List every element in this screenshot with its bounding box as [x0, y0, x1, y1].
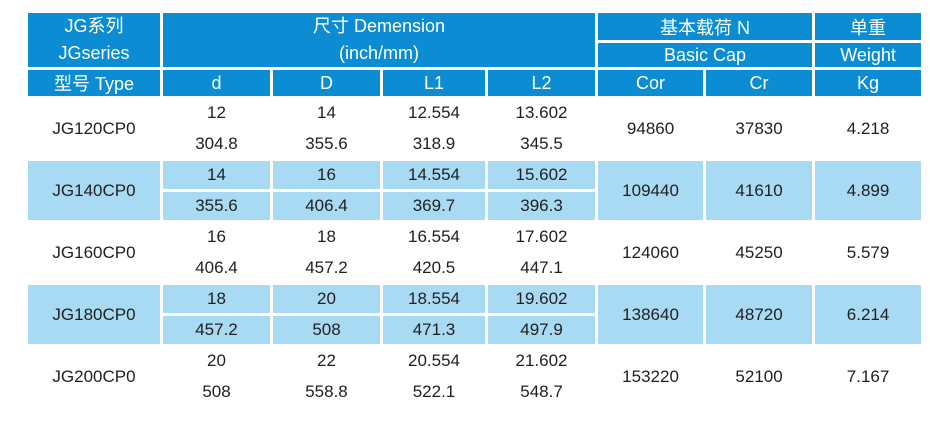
- cr-cell: 41610: [703, 158, 816, 223]
- col-header-Kg: Kg: [812, 67, 925, 99]
- model-cell: JG160CP0: [25, 220, 163, 285]
- header-series-cell: JG系列 JGseries: [25, 10, 163, 70]
- col-header-d: d: [160, 67, 273, 99]
- header-weight-zh-cell: 单重: [812, 9, 925, 44]
- kg-cell: 6.214: [812, 282, 925, 347]
- L2-inch-cell: 21.602: [484, 344, 599, 378]
- header-load-en-cell: Basic Cap: [595, 40, 816, 70]
- d-inch-cell: 16: [160, 220, 273, 254]
- L2-inch-cell: 19.602: [484, 282, 599, 316]
- header-load-zh-cell: 基本载荷 N: [595, 9, 816, 44]
- L2-mm-cell: 396.3: [484, 189, 599, 223]
- col-header-type: 型号 Type: [25, 67, 163, 99]
- cor-cell: 94860: [595, 96, 707, 161]
- model-cell: JG120CP0: [25, 96, 163, 161]
- L2-inch-cell: 17.602: [484, 220, 599, 254]
- d-mm-cell: 457.2: [160, 313, 273, 347]
- D-inch-cell: 20: [270, 282, 383, 316]
- d-inch-cell: 12: [160, 96, 273, 130]
- L1-inch-cell: 18.554: [380, 282, 488, 316]
- L2-mm-cell: 345.5: [484, 127, 599, 161]
- header-series-en: JGseries: [58, 43, 130, 63]
- model-cell: JG200CP0: [25, 344, 163, 409]
- col-header-D: D: [270, 67, 383, 99]
- L1-mm-cell: 318.9: [380, 127, 488, 161]
- header-weight-en-cell: Weight: [812, 40, 925, 70]
- L1-mm-cell: 420.5: [380, 251, 488, 285]
- D-mm-cell: 406.4: [270, 189, 383, 223]
- cor-cell: 138640: [595, 282, 707, 347]
- L1-mm-cell: 522.1: [380, 375, 488, 409]
- L1-inch-cell: 20.554: [380, 344, 488, 378]
- d-mm-cell: 304.8: [160, 127, 273, 161]
- cor-cell: 124060: [595, 220, 707, 285]
- cor-cell: 109440: [595, 158, 707, 223]
- cr-cell: 48720: [703, 282, 816, 347]
- L2-mm-cell: 447.1: [484, 251, 599, 285]
- d-inch-cell: 20: [160, 344, 273, 378]
- L2-mm-cell: 548.7: [484, 375, 599, 409]
- cr-cell: 45250: [703, 220, 816, 285]
- L1-inch-cell: 14.554: [380, 158, 488, 192]
- cr-cell: 37830: [703, 96, 816, 161]
- header-series-zh: JG系列: [64, 16, 124, 36]
- L1-inch-cell: 16.554: [380, 220, 488, 254]
- col-header-L1: L1: [380, 67, 488, 99]
- D-inch-cell: 16: [270, 158, 383, 192]
- L1-mm-cell: 471.3: [380, 313, 488, 347]
- D-mm-cell: 508: [270, 313, 383, 347]
- spec-table: JG系列 JGseries 尺寸 Demension (inch/mm) 基本载…: [25, 9, 925, 409]
- D-inch-cell: 14: [270, 96, 383, 130]
- kg-cell: 4.218: [812, 96, 925, 161]
- L1-mm-cell: 369.7: [380, 189, 488, 223]
- col-header-L2: L2: [484, 67, 599, 99]
- L2-inch-cell: 15.602: [484, 158, 599, 192]
- model-cell: JG180CP0: [25, 282, 163, 347]
- cor-cell: 153220: [595, 344, 707, 409]
- D-inch-cell: 18: [270, 220, 383, 254]
- cr-cell: 52100: [703, 344, 816, 409]
- d-mm-cell: 355.6: [160, 189, 273, 223]
- d-mm-cell: 406.4: [160, 251, 273, 285]
- model-cell: JG140CP0: [25, 158, 163, 223]
- D-mm-cell: 355.6: [270, 127, 383, 161]
- L1-inch-cell: 12.554: [380, 96, 488, 130]
- L2-inch-cell: 13.602: [484, 96, 599, 130]
- col-header-Cr: Cr: [703, 67, 816, 99]
- L2-mm-cell: 497.9: [484, 313, 599, 347]
- header-dimension-en: (inch/mm): [339, 43, 420, 63]
- header-dimension-cell: 尺寸 Demension (inch/mm): [159, 10, 599, 70]
- D-mm-cell: 457.2: [270, 251, 383, 285]
- D-mm-cell: 558.8: [270, 375, 383, 409]
- col-header-Cor: Cor: [595, 67, 707, 99]
- spec-table-container: JG系列 JGseries 尺寸 Demension (inch/mm) 基本载…: [25, 9, 925, 409]
- d-mm-cell: 508: [160, 375, 273, 409]
- d-inch-cell: 14: [160, 158, 273, 192]
- kg-cell: 7.167: [812, 344, 925, 409]
- header-dimension-zh: 尺寸 Demension: [313, 16, 446, 36]
- kg-cell: 4.899: [812, 158, 925, 223]
- d-inch-cell: 18: [160, 282, 273, 316]
- kg-cell: 5.579: [812, 220, 925, 285]
- D-inch-cell: 22: [270, 344, 383, 378]
